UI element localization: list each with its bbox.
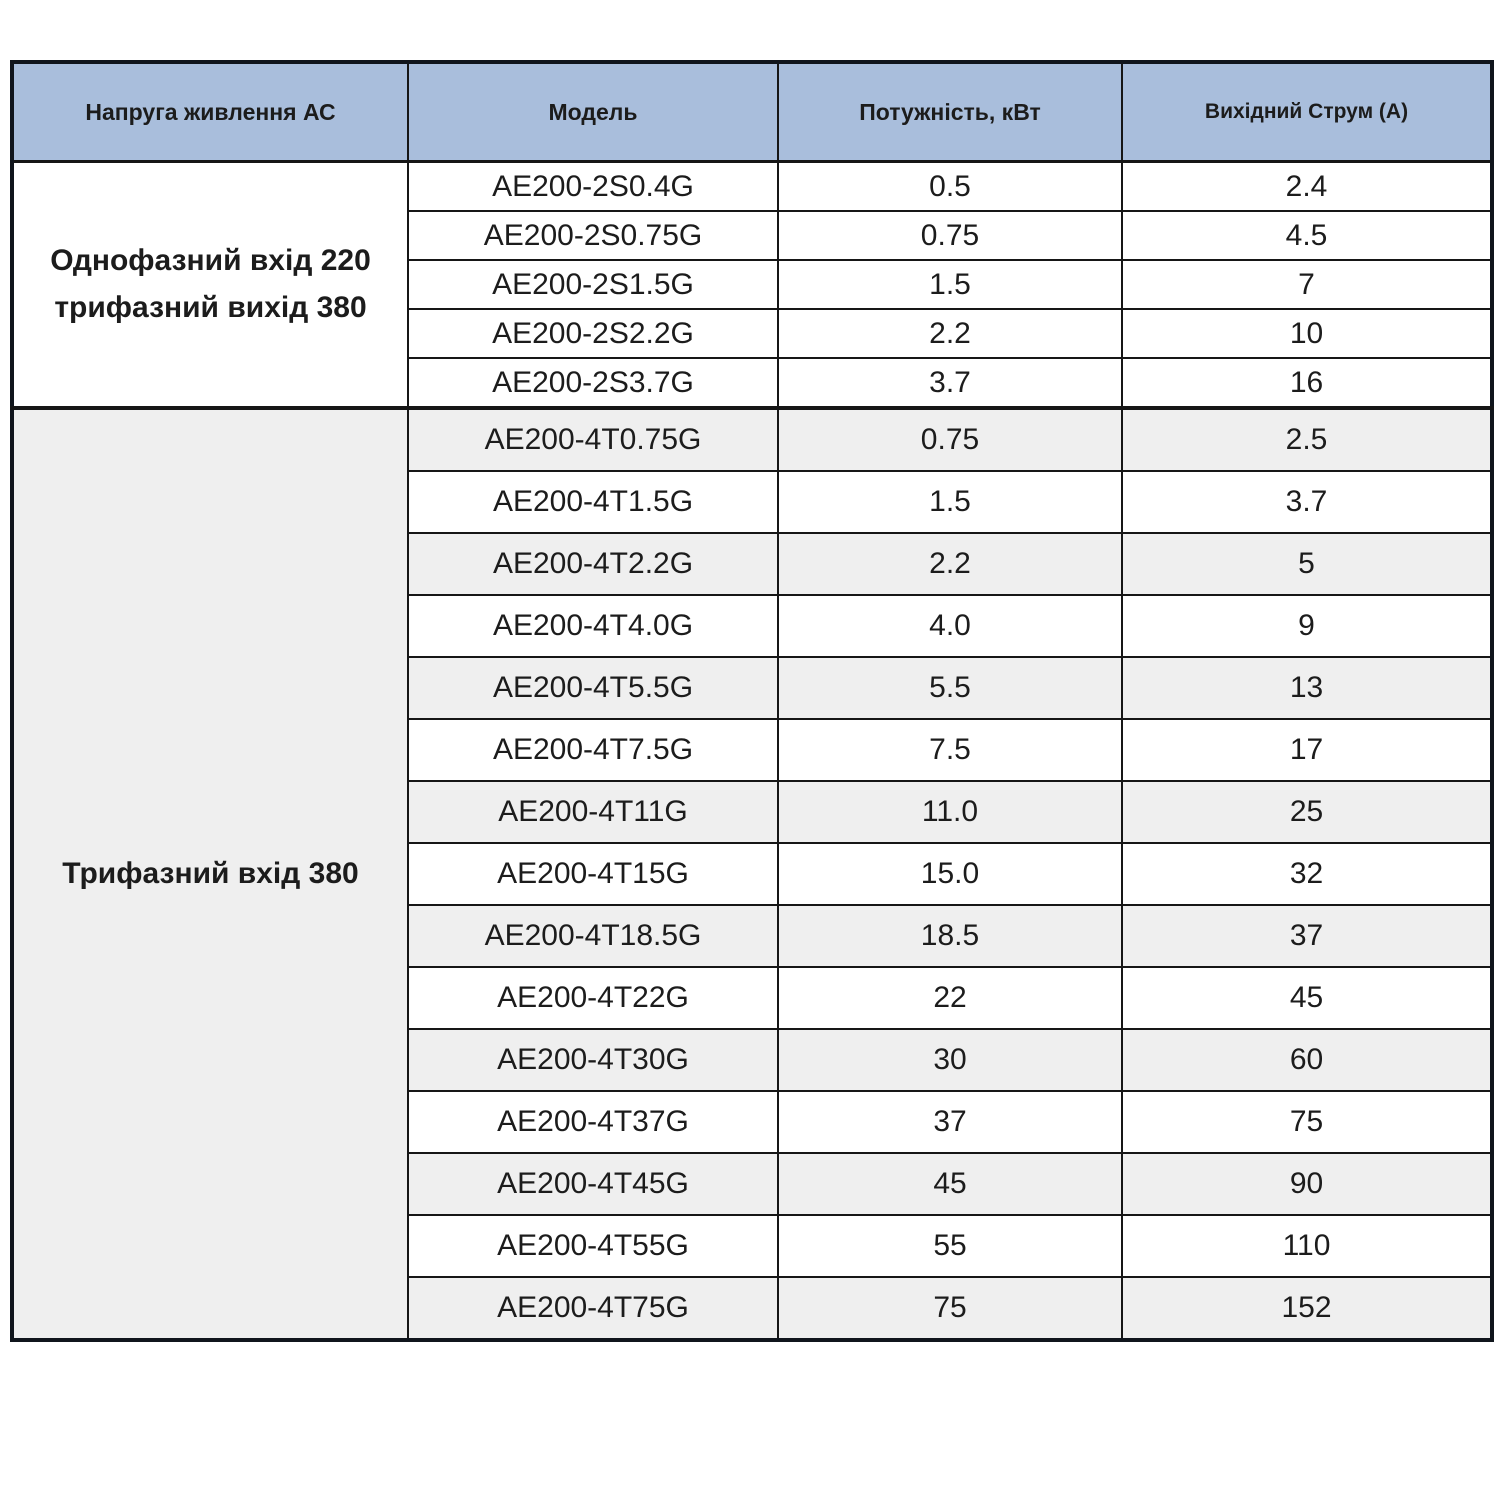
model-cell: AE200-4T2.2G	[407, 532, 779, 596]
table-row: AE200-4T55G 55 110	[12, 1214, 1493, 1278]
current-cell: 10	[1121, 308, 1493, 359]
current-cell: 17	[1121, 718, 1493, 782]
table-row: AE200-4T37G 37 75	[12, 1090, 1493, 1154]
power-cell: 2.2	[777, 308, 1123, 359]
power-cell: 11.0	[777, 780, 1123, 844]
current-cell: 16	[1121, 357, 1493, 409]
model-cell: AE200-2S2.2G	[407, 308, 779, 359]
current-cell: 7	[1121, 259, 1493, 310]
current-cell: 2.5	[1121, 406, 1493, 472]
table-row: Однофазний вхід 220 трифазний вихід 380 …	[11, 160, 1493, 409]
table-row: AE200-4T30G 30 60	[12, 1028, 1493, 1092]
current-cell: 32	[1121, 842, 1493, 906]
table-row: AE200-2S1.5G 1.5 7	[12, 259, 1493, 310]
current-cell: 25	[1121, 780, 1493, 844]
table-row: AE200-2S2.2G 2.2 10	[12, 308, 1493, 359]
current-cell: 4.5	[1121, 210, 1493, 261]
power-cell: 37	[777, 1090, 1123, 1154]
current-cell: 60	[1121, 1028, 1493, 1092]
header-row: Напруга живлення АС Модель Потужність, к…	[11, 61, 1493, 163]
model-cell: AE200-2S0.4G	[407, 160, 779, 212]
model-cell: AE200-4T55G	[407, 1214, 779, 1278]
model-cell: AE200-4T11G	[407, 780, 779, 844]
inverter-spec-table: Напруга живлення АС Модель Потужність, к…	[10, 60, 1494, 1342]
current-cell: 45	[1121, 966, 1493, 1030]
current-cell: 3.7	[1121, 470, 1493, 534]
table-body: Однофазний вхід 220 трифазний вихід 380 …	[11, 160, 1493, 1341]
current-cell: 2.4	[1121, 160, 1493, 212]
current-cell: 37	[1121, 904, 1493, 968]
model-cell: AE200-2S0.75G	[407, 210, 779, 261]
table-row: AE200-2S3.7G 3.7 16	[12, 357, 1493, 409]
table-row: AE200-4T18.5G 18.5 37	[12, 904, 1493, 968]
model-cell: AE200-4T1.5G	[407, 470, 779, 534]
power-cell: 0.5	[777, 160, 1123, 212]
table-row: AE200-4T75G 75 152	[12, 1276, 1493, 1341]
model-cell: AE200-4T4.0G	[407, 594, 779, 658]
model-cell: AE200-4T45G	[407, 1152, 779, 1216]
model-cell: AE200-4T37G	[407, 1090, 779, 1154]
model-cell: AE200-4T5.5G	[407, 656, 779, 720]
group-label-single-phase: Однофазний вхід 220 трифазний вихід 380	[11, 160, 409, 409]
table-header: Напруга живлення АС Модель Потужність, к…	[11, 61, 1493, 163]
header-current: Вихідний Струм (А)	[1121, 61, 1493, 163]
model-cell: AE200-4T75G	[407, 1276, 779, 1341]
model-cell: AE200-4T15G	[407, 842, 779, 906]
model-cell: AE200-4T22G	[407, 966, 779, 1030]
model-cell: AE200-2S1.5G	[407, 259, 779, 310]
table-row: Трифазний вхід 380 AE200-4T0.75G 0.75 2.…	[11, 406, 1493, 1341]
model-cell: AE200-4T0.75G	[407, 406, 779, 472]
table-row: AE200-4T11G 11.0 25	[12, 780, 1493, 844]
table-row: AE200-4T1.5G 1.5 3.7	[12, 470, 1493, 534]
current-cell: 90	[1121, 1152, 1493, 1216]
power-cell: 4.0	[777, 594, 1123, 658]
table-row: AE200-4T5.5G 5.5 13	[12, 656, 1493, 720]
power-cell: 22	[777, 966, 1123, 1030]
model-cell: AE200-4T30G	[407, 1028, 779, 1092]
current-cell: 9	[1121, 594, 1493, 658]
header-power: Потужність, кВт	[777, 61, 1123, 163]
table-row: AE200-4T45G 45 90	[12, 1152, 1493, 1216]
power-cell: 7.5	[777, 718, 1123, 782]
spec-table-container: Напруга живлення АС Модель Потужність, к…	[10, 60, 1494, 1342]
model-cell: AE200-4T7.5G	[407, 718, 779, 782]
power-cell: 75	[777, 1276, 1123, 1341]
header-voltage: Напруга живлення АС	[11, 61, 409, 163]
power-cell: 0.75	[777, 406, 1123, 472]
power-cell: 15.0	[777, 842, 1123, 906]
current-cell: 110	[1121, 1214, 1493, 1278]
current-cell: 5	[1121, 532, 1493, 596]
current-cell: 13	[1121, 656, 1493, 720]
table-row: AE200-4T4.0G 4.0 9	[12, 594, 1493, 658]
table-row: AE200-4T22G 22 45	[12, 966, 1493, 1030]
model-cell: AE200-4T18.5G	[407, 904, 779, 968]
power-cell: 45	[777, 1152, 1123, 1216]
table-row: AE200-2S0.75G 0.75 4.5	[12, 210, 1493, 261]
power-cell: 3.7	[777, 357, 1123, 409]
table-row: AE200-4T7.5G 7.5 17	[12, 718, 1493, 782]
power-cell: 18.5	[777, 904, 1123, 968]
power-cell: 30	[777, 1028, 1123, 1092]
power-cell: 2.2	[777, 532, 1123, 596]
group-label-three-phase: Трифазний вхід 380	[11, 406, 409, 1341]
power-cell: 1.5	[777, 470, 1123, 534]
header-model: Модель	[407, 61, 779, 163]
current-cell: 152	[1121, 1276, 1493, 1341]
power-cell: 1.5	[777, 259, 1123, 310]
table-row: AE200-4T2.2G 2.2 5	[12, 532, 1493, 596]
power-cell: 55	[777, 1214, 1123, 1278]
table-row: AE200-4T15G 15.0 32	[12, 842, 1493, 906]
model-cell: AE200-2S3.7G	[407, 357, 779, 409]
power-cell: 5.5	[777, 656, 1123, 720]
current-cell: 75	[1121, 1090, 1493, 1154]
power-cell: 0.75	[777, 210, 1123, 261]
